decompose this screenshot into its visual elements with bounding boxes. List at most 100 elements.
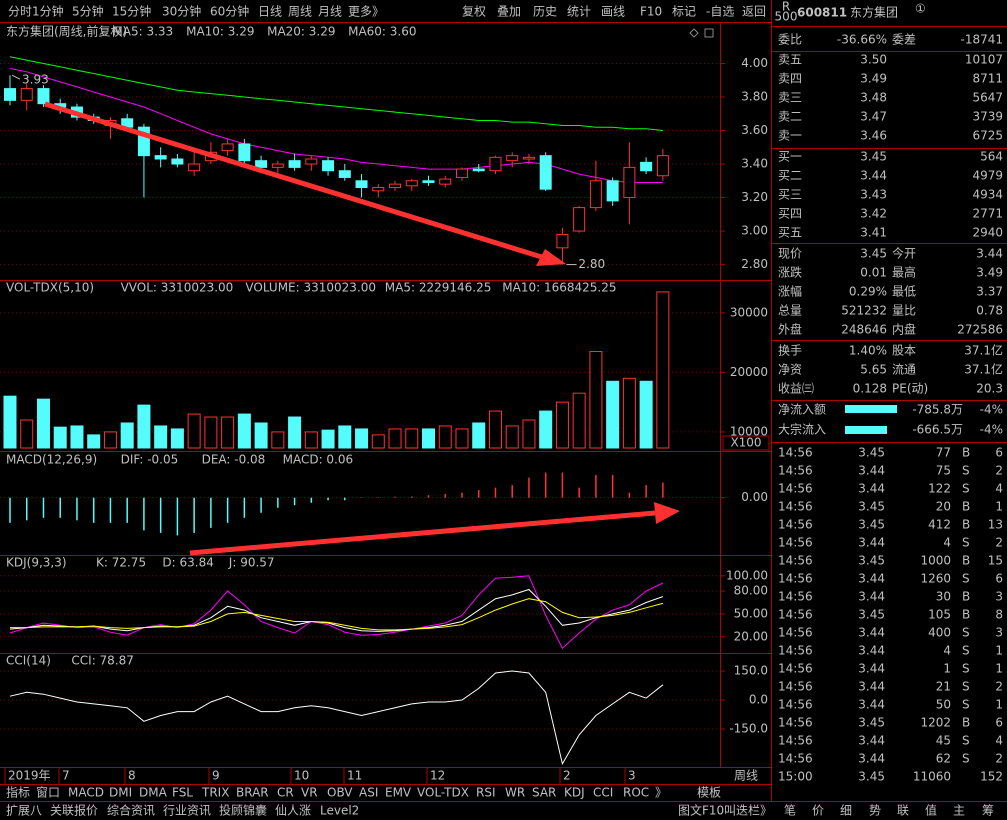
- indicator-tab[interactable]: KDJ: [564, 786, 585, 800]
- stat-label: 流通: [892, 363, 916, 377]
- bottom-tab[interactable]: 投顾锦囊: [219, 803, 267, 818]
- period-tab[interactable]: 1分钟: [32, 4, 64, 19]
- bottom-tab[interactable]: 叫迭栏》: [724, 803, 772, 818]
- bottom-tab[interactable]: Level2: [320, 804, 359, 818]
- flow-label: 净流入额: [778, 403, 826, 417]
- volume-bar: [371, 434, 385, 449]
- indicator-tab[interactable]: 》: [655, 786, 667, 800]
- toolbar-button[interactable]: 画线: [601, 5, 625, 19]
- trade-side: B: [962, 500, 970, 514]
- detail-tab[interactable]: 值: [925, 803, 937, 818]
- trade-price: 3.45: [858, 446, 885, 460]
- indicator-tab[interactable]: ASI: [359, 786, 378, 800]
- period-tab[interactable]: 月线: [318, 5, 342, 19]
- book-volume: 8711: [972, 72, 1003, 86]
- period-tab[interactable]: 5分钟: [72, 4, 104, 19]
- toolbar-button[interactable]: -自选: [706, 5, 734, 19]
- y-tick-label: 20.00: [734, 629, 768, 643]
- indicator-tab[interactable]: SAR: [532, 786, 556, 800]
- volume-bar: [338, 425, 352, 449]
- indicator-tab[interactable]: DMA: [139, 786, 168, 800]
- indicator-tab[interactable]: CR: [277, 786, 294, 800]
- trade-count: 4: [995, 734, 1003, 748]
- toolbar-button[interactable]: 复权: [462, 5, 486, 19]
- indicator-line: [10, 598, 664, 631]
- bottom-tab[interactable]: 扩展八: [6, 804, 42, 818]
- candle-body: [137, 126, 150, 157]
- indicator-tab[interactable]: ROC: [623, 786, 649, 800]
- detail-tab[interactable]: 主: [953, 804, 965, 818]
- trade-count: 1: [995, 644, 1003, 658]
- trade-side: B: [962, 446, 970, 460]
- bottom-tab[interactable]: 综合资讯: [107, 803, 155, 818]
- bottom-tab[interactable]: 仙人涨: [275, 803, 311, 818]
- indicator-tab[interactable]: 指标: [6, 785, 30, 800]
- time-label: 11: [347, 769, 362, 783]
- detail-tab[interactable]: 价: [812, 804, 824, 818]
- stock-badge: ①: [915, 2, 926, 16]
- indicator-tab[interactable]: WR: [505, 786, 525, 800]
- detail-tab[interactable]: 联: [897, 804, 909, 818]
- candle-body: [439, 178, 452, 185]
- template-tab[interactable]: 模板: [697, 786, 721, 800]
- trade-volume: 4: [943, 536, 951, 550]
- volume-bar: [522, 419, 536, 449]
- period-tab[interactable]: 15分钟: [112, 4, 151, 19]
- volume-bar: [288, 416, 302, 449]
- volume-bar: [555, 401, 569, 449]
- stat-label: 净资: [778, 363, 802, 377]
- trade-side: B: [962, 518, 970, 532]
- volume-bar: [20, 419, 34, 449]
- indicator-tab[interactable]: OBV: [327, 786, 353, 800]
- indicator-value: DEA: -0.08: [202, 453, 266, 467]
- indicator-tab[interactable]: CCI: [593, 786, 613, 800]
- indicator-value: K: 72.75: [96, 556, 146, 570]
- toolbar-button[interactable]: 统计: [567, 5, 591, 19]
- volume-bar: [36, 398, 50, 449]
- volume-bar: [187, 413, 201, 449]
- indicator-tab[interactable]: MACD: [68, 786, 104, 800]
- stat-label: 外盘: [778, 322, 802, 337]
- bottom-tab[interactable]: 图文F10: [678, 803, 724, 818]
- indicator-tab[interactable]: BRAR: [236, 786, 269, 800]
- period-tab[interactable]: 周线: [288, 5, 312, 19]
- trade-count: 8: [995, 608, 1003, 622]
- period-tab[interactable]: 分时: [8, 5, 32, 19]
- indicator-tab[interactable]: DMI: [109, 786, 132, 800]
- trade-volume: 45: [936, 734, 951, 748]
- indicator-value: VVOL: 3310023.00: [121, 281, 234, 295]
- detail-tab[interactable]: 筹: [982, 804, 994, 818]
- indicator-tab[interactable]: RSI: [476, 786, 496, 800]
- trade-time: 14:56: [778, 608, 813, 622]
- y-tick-label: 3.20: [741, 190, 768, 204]
- indicator-tab[interactable]: 窗口: [36, 786, 60, 800]
- toolbar-button[interactable]: 返回: [742, 5, 766, 19]
- trade-time: 14:56: [778, 698, 813, 712]
- toolbar-button[interactable]: F10: [640, 5, 662, 19]
- trade-side: S: [962, 752, 970, 766]
- period-tab[interactable]: 30分钟: [162, 4, 201, 19]
- book-volume: 10107: [965, 53, 1003, 67]
- detail-tab[interactable]: 势: [869, 804, 881, 818]
- bottom-tab[interactable]: 行业资讯: [163, 804, 211, 818]
- toolbar-button[interactable]: 标记: [672, 5, 696, 19]
- detail-tab[interactable]: 笔: [784, 803, 796, 818]
- period-tab[interactable]: 更多》: [348, 5, 384, 19]
- bottom-tab[interactable]: 关联报价: [50, 803, 98, 818]
- indicator-tab[interactable]: VR: [301, 786, 318, 800]
- time-label: 3: [628, 769, 636, 783]
- y-tick-label: 3.80: [741, 89, 768, 103]
- toolbar-button[interactable]: 叠加: [497, 5, 521, 19]
- indicator-tab[interactable]: EMV: [385, 786, 412, 800]
- period-tab[interactable]: 60分钟: [210, 4, 249, 19]
- period-tab[interactable]: 日线: [258, 5, 282, 19]
- indicator-tab[interactable]: FSL: [172, 786, 193, 800]
- indicator-tab[interactable]: VOL-TDX: [417, 786, 469, 800]
- stat-value: 20.3: [976, 382, 1003, 396]
- book-level: 买一: [778, 150, 802, 164]
- volume-bar: [70, 425, 84, 449]
- indicator-tab[interactable]: TRIX: [201, 786, 229, 800]
- candle-body: [489, 156, 502, 172]
- detail-tab[interactable]: 细: [840, 804, 852, 818]
- toolbar-button[interactable]: 历史: [533, 5, 557, 19]
